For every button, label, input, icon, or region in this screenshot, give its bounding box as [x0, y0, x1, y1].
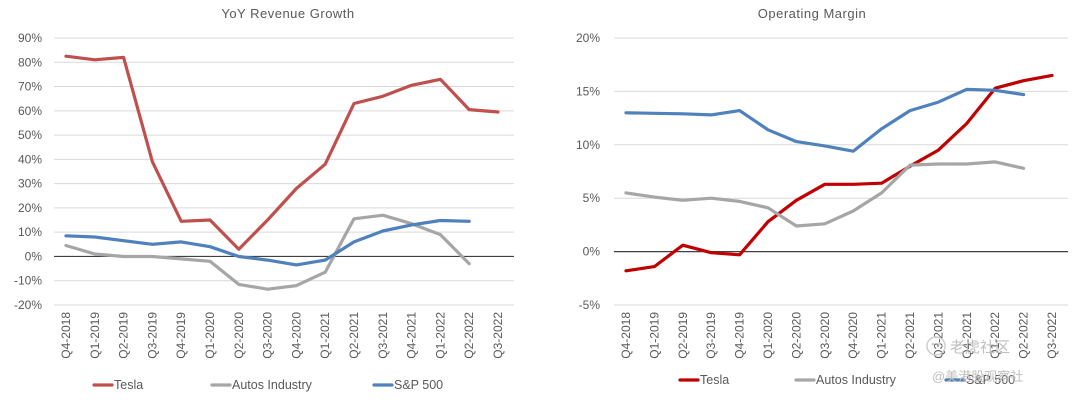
- legend-label: Autos Industry: [816, 373, 897, 387]
- y-tick-label: 10%: [576, 138, 600, 152]
- x-tick-label: Q3-2022: [1045, 312, 1059, 359]
- x-tick-label: Q4-2019: [174, 312, 188, 359]
- x-tick-label: Q3-2019: [145, 312, 159, 359]
- legend-label: Tesla: [700, 373, 729, 387]
- x-tick-label: Q4-2020: [289, 312, 303, 359]
- y-tick-label: 30%: [18, 177, 42, 191]
- revenue-growth-chart: YoY Revenue Growth -20% -10% 0% 10% 20% 30% 40…: [14, 6, 514, 392]
- x-tick-label: Q2-2019: [117, 312, 131, 359]
- x-tick-label: Q4-2020: [846, 312, 860, 359]
- x-tick-label: Q3-2020: [818, 312, 832, 359]
- y-tick-label: 5%: [583, 191, 601, 205]
- y-tick-label: 20%: [576, 31, 600, 45]
- watermark-line1: 老虎社区: [950, 339, 1010, 356]
- x-tick-label: Q3-2021: [376, 312, 390, 359]
- x-tick-label: Q2-2022: [462, 312, 476, 359]
- chart-title: Operating Margin: [758, 6, 866, 21]
- x-tick-label: Q1-2021: [875, 312, 889, 359]
- x-tick-label: Q4-2019: [733, 312, 747, 359]
- y-tick-label: -5%: [579, 298, 601, 312]
- x-tick-label: Q2-2020: [789, 312, 803, 359]
- series-line-s-p-500: [624, 87, 1026, 153]
- series-line-s-p-500: [64, 218, 471, 267]
- x-tick-label: Q3-2020: [261, 312, 275, 359]
- x-tick-label: Q4-2018: [59, 312, 73, 359]
- operating-margin-chart: Operating Margin -5% 0% 5% 10% 15% 20% Q4-201…: [576, 6, 1068, 387]
- legend-label: Tesla: [114, 378, 143, 392]
- x-tick-label: Q4-2021: [960, 312, 974, 359]
- x-tick-label: Q1-2022: [433, 312, 447, 359]
- x-tick-label: Q1-2019: [647, 312, 661, 359]
- series-line-tesla: [64, 54, 500, 251]
- chart-legend: Tesla Autos Industry S&P 500: [678, 373, 1015, 387]
- y-tick-label: 40%: [18, 152, 42, 166]
- x-tick-label: Q2-2020: [232, 312, 246, 359]
- watermark-line2: @美港股观察社: [932, 369, 1023, 384]
- y-tick-label: 0%: [583, 245, 601, 259]
- x-tick-label: Q2-2019: [676, 312, 690, 359]
- y-tick-label: 10%: [18, 225, 42, 239]
- y-tick-label: 0%: [25, 249, 43, 263]
- x-tick-label: Q4-2018: [619, 312, 633, 359]
- series-line-autos-industry: [624, 160, 1026, 228]
- y-tick-label: 90%: [18, 31, 42, 45]
- x-tick-label: Q3-2022: [491, 312, 505, 359]
- x-tick-label: Q1-2020: [761, 312, 775, 359]
- x-tick-label: Q2-2022: [1017, 312, 1031, 359]
- y-tick-label: 70%: [18, 80, 42, 94]
- y-tick-label: 60%: [18, 104, 42, 118]
- legend-label: S&P 500: [966, 373, 1015, 387]
- y-tick-label: 20%: [18, 201, 42, 215]
- x-tick-label: Q1-2022: [988, 312, 1002, 359]
- legend-label: Autos Industry: [232, 378, 313, 392]
- x-tick-label: Q3-2019: [704, 312, 718, 359]
- chart-title: YoY Revenue Growth: [221, 6, 354, 21]
- series-line-autos-industry: [64, 213, 471, 291]
- y-tick-label: 15%: [576, 84, 600, 98]
- watermark-logo: [926, 336, 946, 356]
- y-tick-label: 50%: [18, 128, 42, 142]
- x-tick-label: Q2-2021: [347, 312, 361, 359]
- x-tick-label: Q4-2021: [405, 312, 419, 359]
- y-tick-label: -20%: [14, 298, 42, 312]
- x-tick-label: Q2-2021: [903, 312, 917, 359]
- legend-label: S&P 500: [394, 378, 443, 392]
- x-tick-label: Q3-2021: [931, 312, 945, 359]
- y-tick-label: -10%: [14, 274, 42, 288]
- x-tick-label: Q1-2021: [318, 312, 332, 359]
- watermark: 老虎社区 @美港股观察社: [926, 336, 1023, 384]
- x-tick-label: Q1-2020: [203, 312, 217, 359]
- chart-legend: Tesla Autos Industry S&P 500: [92, 378, 443, 392]
- y-tick-label: 80%: [18, 55, 42, 69]
- x-tick-label: Q1-2019: [88, 312, 102, 359]
- series-line-tesla: [624, 73, 1054, 273]
